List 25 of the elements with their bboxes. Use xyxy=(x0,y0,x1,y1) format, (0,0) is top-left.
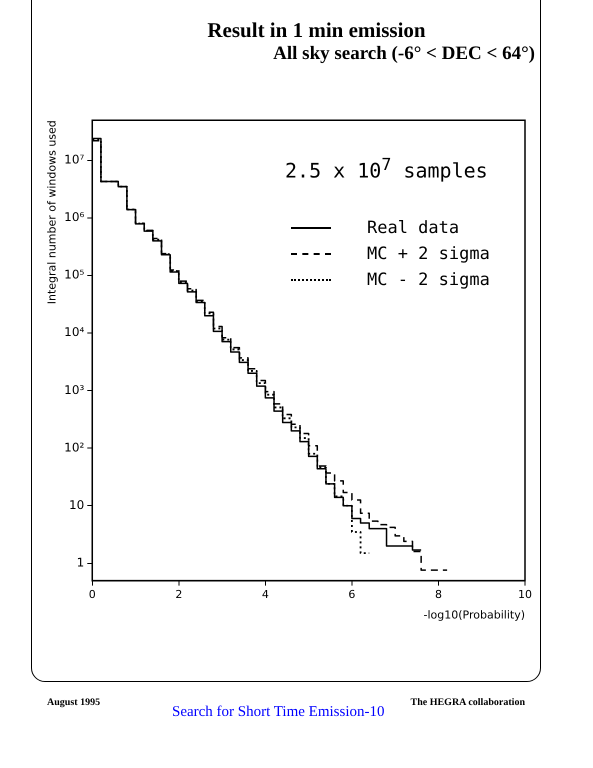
text: Search for Short Time Emission-10 xyxy=(172,704,384,721)
text: The HEGRA collaboration xyxy=(410,697,525,708)
annotation: 2.5 x 10$^{7}$ samples xyxy=(285,155,488,183)
x-tick-label: 4 xyxy=(262,588,269,602)
text: August 1995 xyxy=(47,697,100,708)
legend-label: Real data xyxy=(367,218,460,238)
y-tick-label: 10⁶ xyxy=(64,210,84,224)
legend-label: MC - 2 sigma xyxy=(367,270,490,290)
y-tick-label: 10³ xyxy=(64,382,84,397)
chart-subtitle: All sky search (-6° < DEC < 64°) xyxy=(273,43,535,65)
y-tick-label: 10² xyxy=(64,440,84,454)
x-tick-label: 0 xyxy=(88,588,96,602)
x-tick-label: 6 xyxy=(348,588,356,602)
y-tick-label: 10⁷ xyxy=(64,152,84,167)
legend-label: MC + 2 sigma xyxy=(367,244,490,264)
y-tick-label: 10⁵ xyxy=(64,268,84,282)
y-tick-label: 10⁴ xyxy=(64,325,84,340)
y-tick-label: 10 xyxy=(69,498,84,512)
y-tick-label: 1 xyxy=(76,555,84,570)
y-axis-title: Integral number of windows used xyxy=(45,120,58,304)
x-tick-label: 2 xyxy=(175,588,182,602)
chart-title: Result in 1 min emission xyxy=(206,18,427,43)
x-axis-title: -log10(Probability) xyxy=(424,608,525,622)
x-tick-label: 10 xyxy=(518,588,532,602)
x-tick-label: 8 xyxy=(434,588,442,602)
